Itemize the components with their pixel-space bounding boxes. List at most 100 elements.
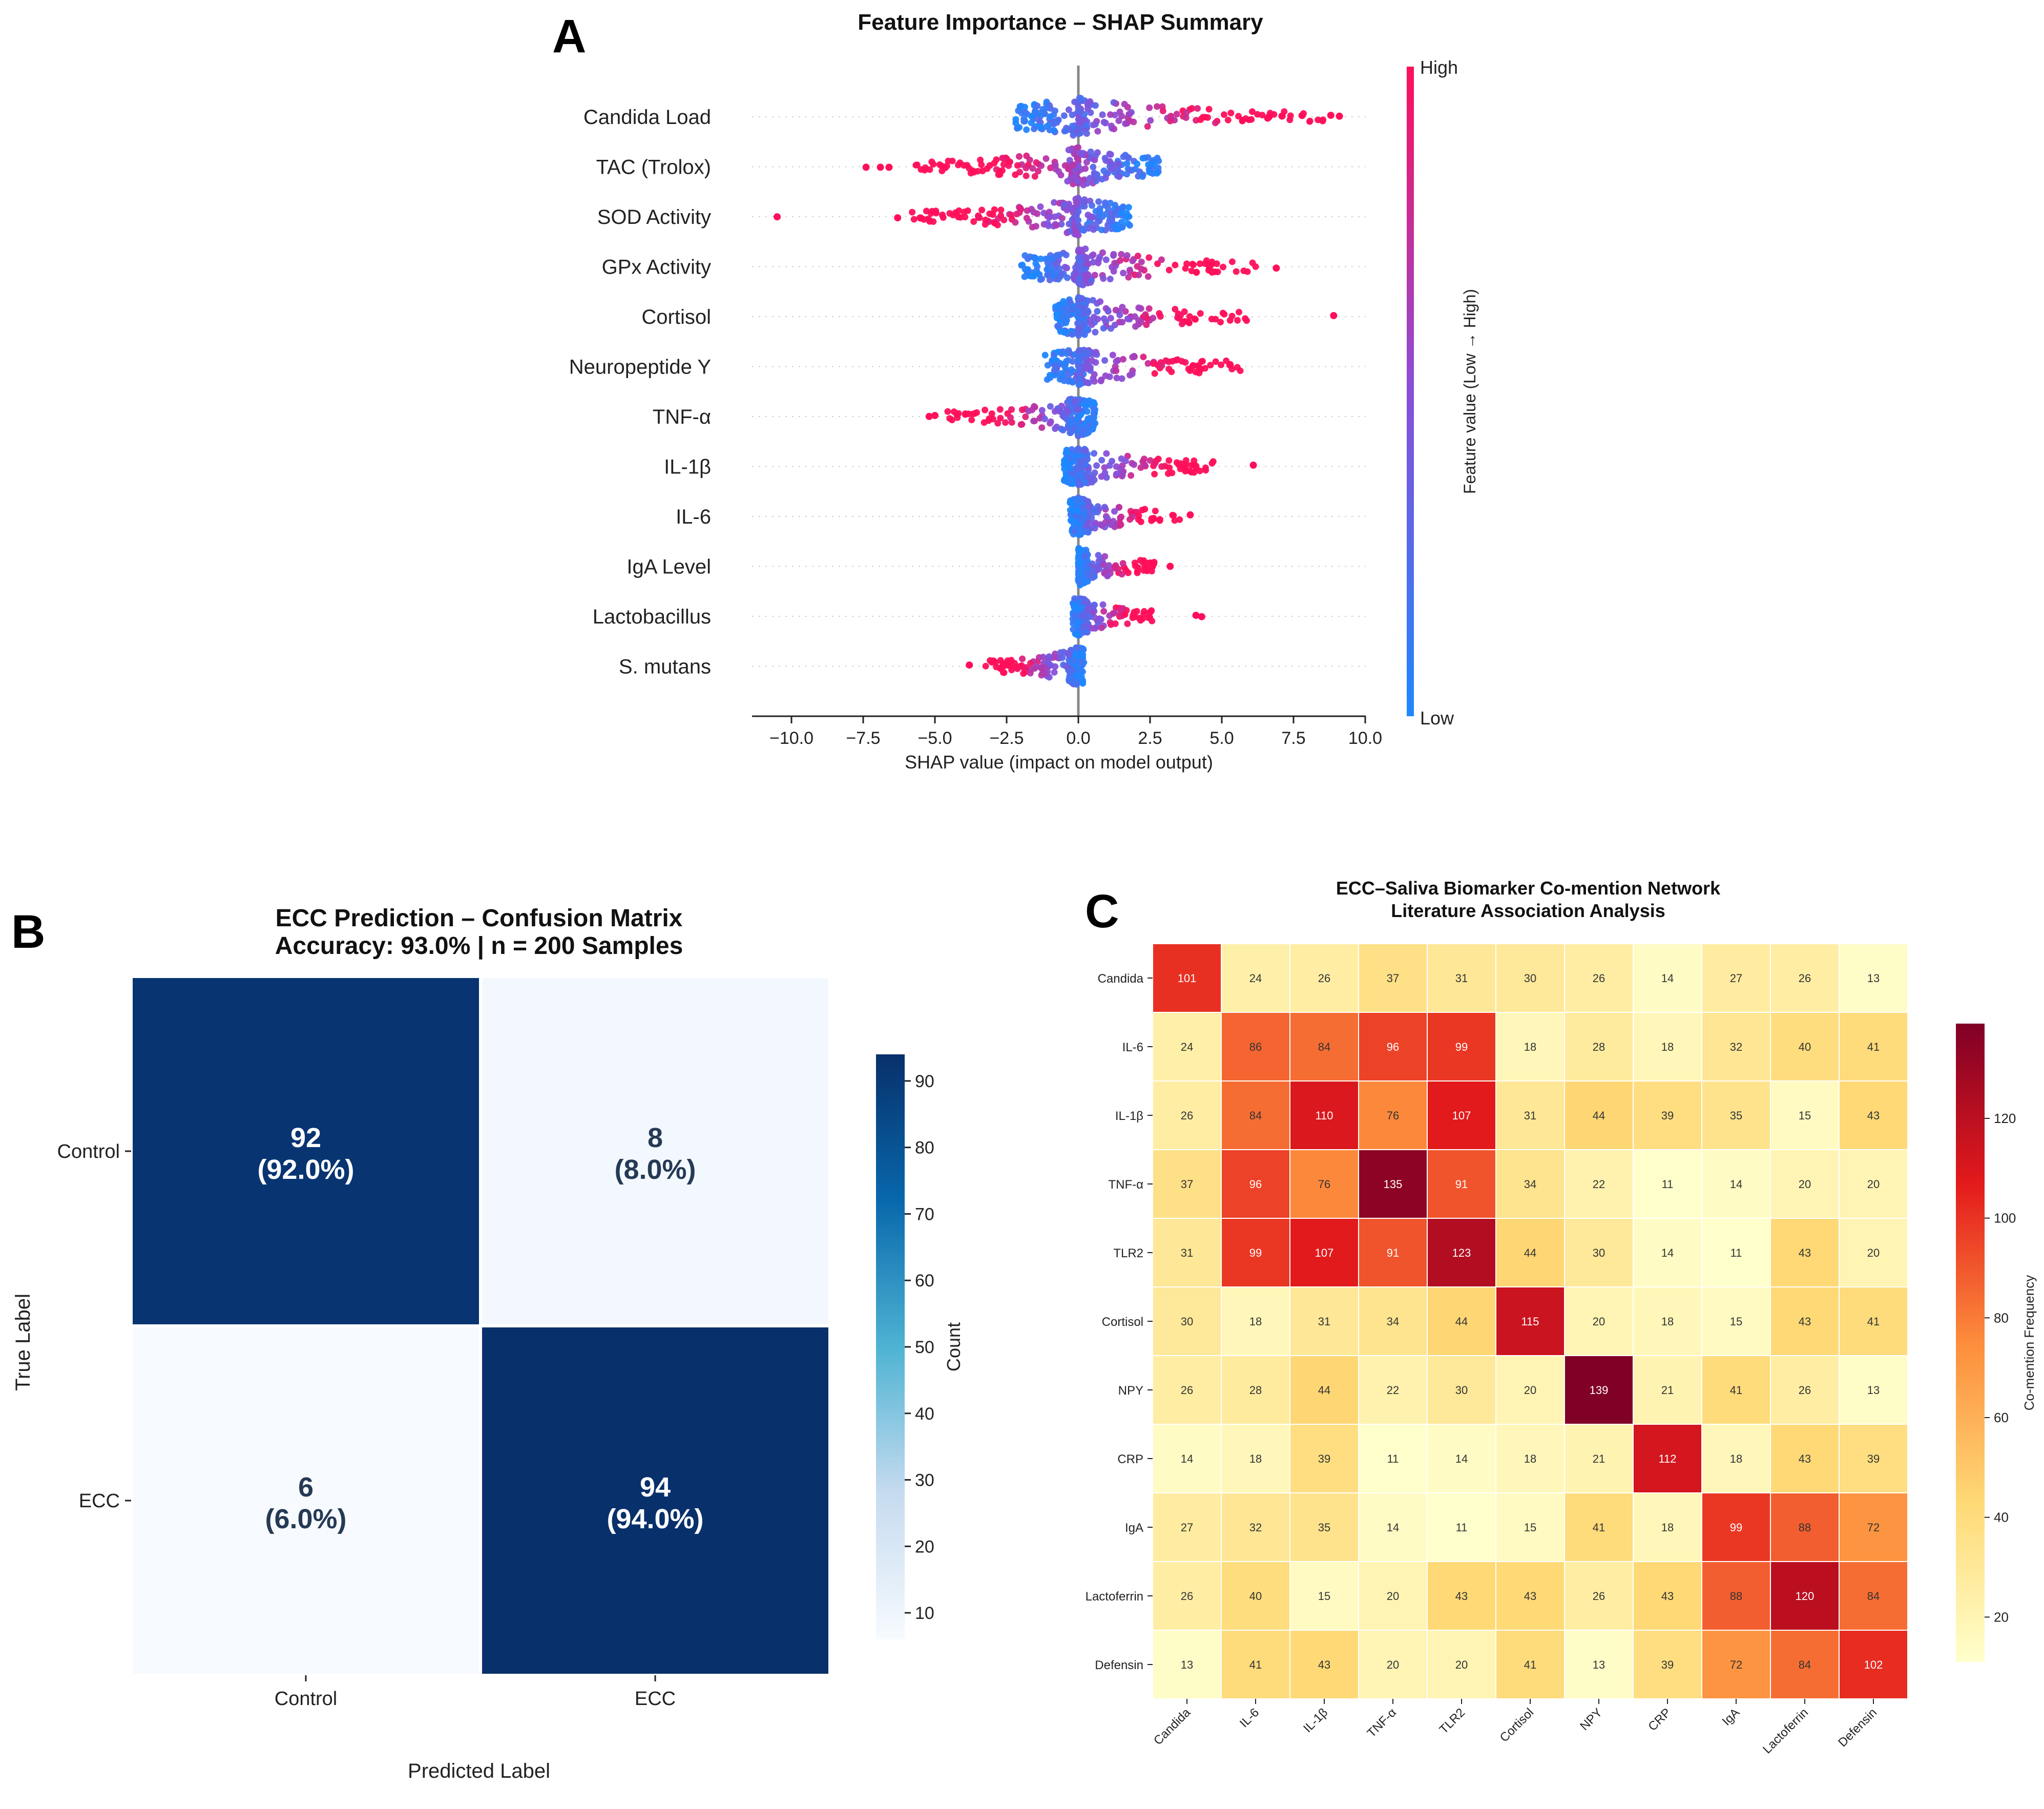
shap-point [1094,316,1101,323]
comention-x-tick-label: CRP [1645,1706,1674,1734]
shap-point [1087,613,1094,620]
shap-point [1204,114,1211,121]
comention-cell-label: 20 [1387,1590,1399,1603]
shap-point [1144,123,1151,130]
comention-cell [1839,1424,1908,1493]
cm-cell [482,978,828,1324]
shap-point [1075,502,1082,509]
shap-feature-label: Cortisol [641,306,711,328]
comention-cell-label: 41 [1593,1521,1605,1534]
shap-point [1037,255,1044,262]
shap-point [1000,155,1007,162]
shap-point [1086,519,1093,526]
shap-point [1118,219,1125,226]
shap-point [1103,450,1110,457]
comention-cell [1701,1286,1771,1356]
shap-point [997,206,1005,214]
shap-point [1038,672,1045,679]
shap-point [1036,414,1044,422]
shap-point [1082,558,1090,565]
comention-x-tick-label: IgA [1720,1706,1743,1729]
shap-point [1037,203,1044,210]
shap-point [1080,300,1087,307]
comention-cell [1495,1355,1565,1425]
shap-point [1094,171,1101,178]
shap-x-ticks: −10.0 −7.5 −5.0 −2.5 0.0 2.5 5.0 7.5 10.0 [769,716,1382,748]
shap-point [1131,559,1138,567]
shap-point [1023,172,1030,179]
shap-point [1038,162,1045,169]
shap-point [1100,608,1108,615]
comention-cell [1633,1149,1702,1219]
comention-cell-label: 24 [1181,1041,1193,1053]
shap-point [1072,172,1079,179]
comention-cell [1152,1355,1222,1425]
shap-point [1062,473,1070,480]
comention-cell-label: 84 [1799,1658,1811,1671]
comention-cell-label: 91 [1455,1178,1468,1191]
shap-x-tick-label: 2.5 [1138,729,1162,748]
shap-point [1127,167,1134,174]
comention-cell-label: 15 [1524,1521,1536,1534]
shap-point [1029,165,1036,172]
shap-point [1227,110,1235,116]
comention-cell-label: 88 [1730,1590,1742,1603]
cm-colorbar-tick-label: 90 [915,1072,934,1091]
shap-point [1111,321,1118,328]
shap-point [1126,110,1133,117]
shap-point [1149,617,1156,625]
shap-point [1158,256,1165,263]
shap-x-tick-label: −10.0 [769,729,814,748]
shap-point [1067,517,1074,524]
shap-feature-label: TNF-α [653,406,711,428]
shap-point [1012,663,1019,671]
shap-point [1065,147,1072,154]
shap-point [1066,418,1073,425]
shap-point [1132,165,1139,173]
comention-cell-label: 44 [1455,1315,1468,1328]
shap-point [1248,108,1256,115]
shap-point [1089,202,1095,209]
shap-outlier-point [1264,114,1271,122]
shap-point [1110,222,1117,230]
comention-cell [1770,1286,1840,1356]
comention-cell [1564,1218,1634,1287]
shap-point [1144,360,1152,367]
cm-cell-percent: (8.0%) [614,1154,696,1185]
shap-point [1182,457,1190,464]
comention-colorbar-tick-label: 100 [1994,1211,2016,1226]
comention-cell-label: 35 [1730,1109,1742,1122]
shap-x-tick-label: −7.5 [846,729,880,748]
shap-point [1069,331,1076,338]
shap-point [1093,462,1100,469]
comention-cell [1633,1012,1702,1082]
comention-cell-label: 43 [1318,1658,1330,1671]
shap-point [974,168,982,175]
shap-point [1071,453,1078,460]
shap-point [1130,612,1137,619]
shap-point [1068,366,1075,373]
comention-cell-label: 13 [1181,1658,1193,1671]
shap-point [997,414,1004,422]
comention-cell [1633,1218,1702,1287]
shap-point [1165,266,1173,274]
comention-cell [1839,1218,1908,1287]
shap-point [968,417,975,424]
shap-point [1031,665,1038,672]
cm-colorbar-tick-label: 60 [915,1271,934,1291]
shap-point [1083,159,1090,165]
comention-cell [1770,1424,1840,1493]
shap-point [1072,227,1079,234]
shap-point [1027,660,1034,667]
shap-point [1182,359,1189,366]
shap-point [917,166,925,173]
shap-point [1034,210,1040,217]
shap-point [1110,99,1117,106]
comention-cell-label: 26 [1593,1590,1605,1603]
shap-point [1119,304,1126,310]
comention-cell [1152,1218,1222,1287]
comention-cell [1495,1286,1565,1356]
comention-cell [1427,1492,1496,1562]
shap-outlier-point [894,214,902,222]
shap-point [1094,149,1101,156]
